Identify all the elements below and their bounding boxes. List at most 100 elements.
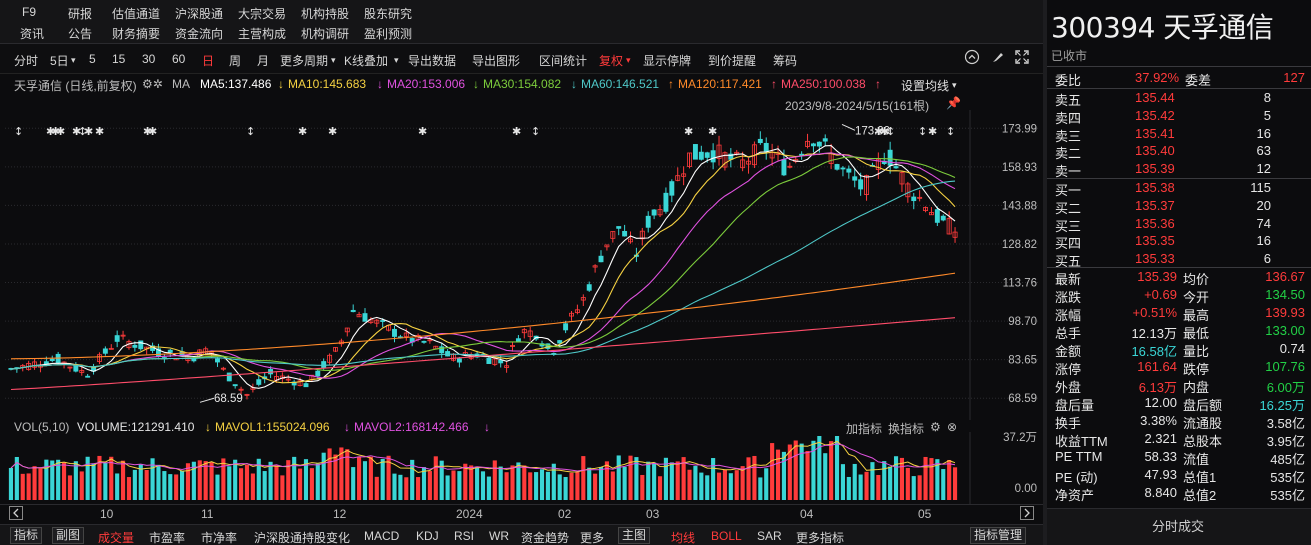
price-alert-button[interactable]: 到价提醒 bbox=[708, 54, 757, 68]
nav-f9[interactable]: F9 bbox=[22, 5, 37, 19]
collapse-icon[interactable] bbox=[964, 49, 980, 68]
price-axis-label: 83.65 bbox=[1008, 355, 1037, 367]
tab-rsi[interactable]: RSI bbox=[454, 529, 475, 543]
period-60min[interactable]: 60 bbox=[172, 52, 186, 66]
pin-icon[interactable]: 📌 bbox=[946, 96, 961, 110]
volume-bar bbox=[451, 470, 456, 500]
show-suspension-button[interactable]: 显示停牌 bbox=[643, 54, 692, 68]
nav-gudong[interactable]: 股东研究 bbox=[364, 7, 413, 21]
tab-macd[interactable]: MACD bbox=[364, 529, 400, 543]
nav-dazong[interactable]: 大宗交易 bbox=[238, 7, 287, 21]
nav-diaoyan[interactable]: 机构调研 bbox=[301, 27, 350, 41]
period-30min[interactable]: 30 bbox=[142, 52, 156, 66]
ma-settings-button[interactable]: 设置均线 bbox=[901, 79, 950, 93]
volume-bar bbox=[410, 459, 415, 500]
ask-row[interactable]: 卖二 135.40 63 bbox=[1047, 142, 1311, 161]
nav-zijin[interactable]: 资金流向 bbox=[175, 27, 224, 41]
volume-bar bbox=[38, 468, 43, 500]
tab-indicator[interactable]: 指标 bbox=[10, 527, 43, 544]
period-month[interactable]: 月 bbox=[257, 54, 270, 68]
volume-bar bbox=[640, 474, 645, 500]
tab-kdj[interactable]: KDJ bbox=[416, 529, 439, 543]
bid-row[interactable]: 买三 135.36 74 bbox=[1047, 215, 1311, 234]
bid-row[interactable]: 买五 135.33 6 bbox=[1047, 250, 1311, 269]
fuquan-button[interactable]: 复权 bbox=[599, 54, 624, 68]
indicator-manage-button[interactable]: 指标管理 bbox=[970, 527, 1027, 544]
volume-bar bbox=[120, 460, 126, 500]
candle-body bbox=[905, 183, 911, 198]
period-day[interactable]: 日 bbox=[202, 54, 215, 68]
tab-fund-trend[interactable]: 资金趋势 bbox=[521, 531, 570, 545]
gear-icon[interactable]: ⚙✲ bbox=[142, 77, 163, 91]
ask-row[interactable]: 卖一 135.39 12 bbox=[1047, 160, 1311, 179]
range-stats-button[interactable]: 区间统计 bbox=[539, 54, 588, 68]
candle-body bbox=[492, 358, 498, 365]
scroll-right-icon[interactable] bbox=[1020, 506, 1034, 523]
nav-zixun[interactable]: 资讯 bbox=[20, 27, 45, 41]
more-periods-button[interactable]: 更多周期 bbox=[280, 54, 329, 68]
nav-guzhi[interactable]: 估值通道 bbox=[112, 7, 161, 21]
nav-zhuying[interactable]: 主营构成 bbox=[238, 27, 287, 41]
fenshi-header[interactable]: 分时成交 bbox=[1047, 508, 1311, 545]
tab-hsgt-holding[interactable]: 沪深股通持股变化 bbox=[254, 531, 351, 545]
volume-bar bbox=[315, 463, 320, 500]
tab-volume[interactable]: 成交量 bbox=[98, 531, 135, 545]
tab-ma[interactable]: 均线 bbox=[671, 531, 696, 545]
gear-icon[interactable]: ⚙ bbox=[930, 420, 941, 434]
period-5day[interactable]: 5日 bbox=[50, 54, 69, 68]
stat-label: 盘后量 bbox=[1055, 398, 1095, 413]
bid-row[interactable]: 买四 135.35 16 bbox=[1047, 232, 1311, 251]
export-data-button[interactable]: 导出数据 bbox=[408, 54, 457, 68]
tab-mainchart[interactable]: 主图 bbox=[618, 527, 651, 544]
nav-yanbao[interactable]: 研报 bbox=[68, 7, 93, 21]
switch-indicator-button[interactable]: 换指标 bbox=[888, 422, 925, 436]
tab-boll[interactable]: BOLL bbox=[711, 529, 742, 543]
ask-row[interactable]: 卖四 135.42 5 bbox=[1047, 107, 1311, 126]
volume-chart[interactable]: 37.2万 0.00 bbox=[0, 432, 1043, 504]
tab-pb[interactable]: 市净率 bbox=[201, 531, 238, 545]
candle-body bbox=[220, 367, 226, 370]
x-label-nov: 11 bbox=[201, 507, 214, 521]
volume-bar bbox=[50, 460, 55, 500]
candle-body bbox=[120, 334, 126, 337]
close-icon[interactable]: ⊗ bbox=[947, 420, 958, 434]
period-15min[interactable]: 15 bbox=[112, 52, 126, 66]
add-indicator-button[interactable]: 加指标 bbox=[846, 422, 883, 436]
nav-hsgt[interactable]: 沪深股通 bbox=[175, 7, 224, 21]
tab-more[interactable]: 更多 bbox=[580, 531, 605, 545]
bid-row[interactable]: 买二 135.37 20 bbox=[1047, 197, 1311, 216]
mavol2-line bbox=[10, 443, 956, 472]
volume-bar bbox=[941, 469, 946, 500]
brush-icon[interactable] bbox=[990, 49, 1006, 68]
panel-divider[interactable] bbox=[1043, 0, 1047, 545]
nav-caiwu[interactable]: 财务摘要 bbox=[112, 27, 161, 41]
nav-gonggao[interactable]: 公告 bbox=[68, 27, 93, 41]
period-5min[interactable]: 5 bbox=[89, 52, 96, 66]
period-fenshi[interactable]: 分时 bbox=[14, 54, 39, 68]
period-week[interactable]: 周 bbox=[229, 54, 242, 68]
ask-row[interactable]: 卖五 135.44 8 bbox=[1047, 89, 1311, 108]
candlestick-chart[interactable]: 173.99 158.93 143.88 128.82 113.76 98.70 83.65… bbox=[0, 110, 1043, 420]
x-label-2024: 2024 bbox=[456, 507, 483, 521]
tab-pe[interactable]: 市盈率 bbox=[149, 531, 186, 545]
chevron-down-icon[interactable]: ▾ bbox=[71, 55, 76, 65]
nav-yingli[interactable]: 盈利预测 bbox=[364, 27, 413, 41]
fullscreen-icon[interactable] bbox=[1014, 49, 1030, 68]
tab-wr[interactable]: WR bbox=[489, 529, 509, 543]
bid-row[interactable]: 买一 135.38 115 bbox=[1047, 179, 1311, 198]
chips-button[interactable]: 筹码 bbox=[773, 54, 798, 68]
tab-subchart[interactable]: 副图 bbox=[52, 527, 85, 544]
kline-overlay-button[interactable]: K线叠加 bbox=[344, 54, 389, 68]
export-image-button[interactable]: 导出图形 bbox=[472, 54, 521, 68]
event-marker: ✱ bbox=[880, 125, 889, 138]
nav-jigou[interactable]: 机构持股 bbox=[301, 7, 350, 21]
volume-bar bbox=[829, 441, 834, 500]
tab-more-indicators[interactable]: 更多指标 bbox=[796, 531, 845, 545]
scroll-left-icon[interactable] bbox=[9, 506, 23, 523]
ask-row[interactable]: 卖三 135.41 16 bbox=[1047, 125, 1311, 144]
tab-sar[interactable]: SAR bbox=[757, 529, 782, 543]
x-axis-scroller[interactable] bbox=[0, 504, 1043, 524]
ma20-value: MA20:153.006 bbox=[387, 77, 466, 91]
volume-bar bbox=[168, 474, 173, 500]
volume-bar bbox=[787, 444, 792, 500]
